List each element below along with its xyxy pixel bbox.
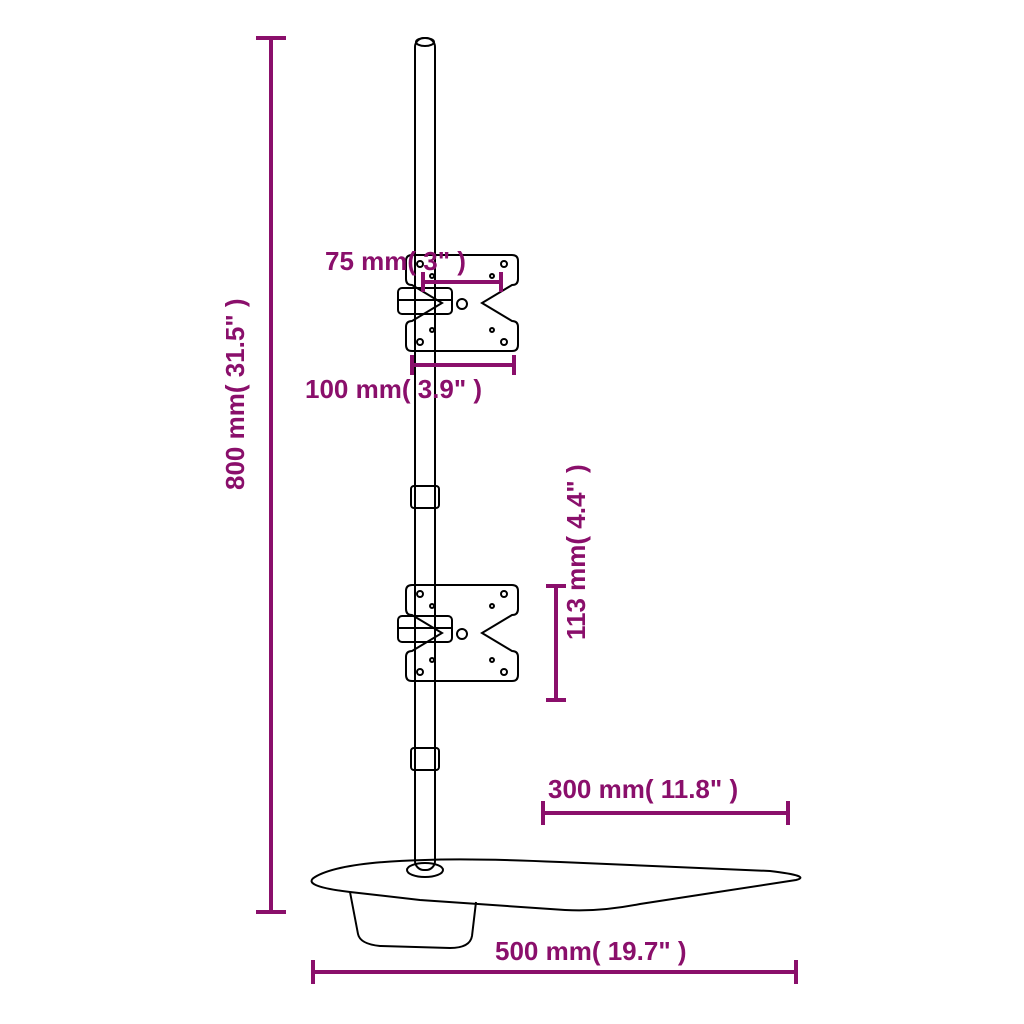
dim-line-base_depth: [543, 801, 788, 825]
dim-label-vesa_width_100: 100 mm( 3.9" ): [305, 374, 482, 404]
dimension-lines: [256, 38, 796, 984]
dimension-diagram: 800 mm( 31.5" ) 75 mm( 3" ) 100 mm( 3.9" )…: [0, 0, 1024, 1024]
dim-label-base_width: 500 mm( 19.7" ): [495, 936, 687, 966]
dim-label-vesa_width_75: 75 mm( 3" ): [325, 246, 466, 276]
dimension-labels: 800 mm( 31.5" ) 75 mm( 3" ) 100 mm( 3.9" )…: [220, 246, 738, 966]
dim-line-height: [256, 38, 286, 912]
dim-label-height: 800 mm( 31.5" ): [220, 298, 250, 490]
base: [312, 859, 801, 948]
dim-label-base_depth: 300 mm( 11.8" ): [548, 774, 738, 804]
dim-line-vesa_100: [412, 355, 514, 375]
dim-label-plate_height: 113 mm( 4.4" ): [561, 464, 591, 640]
